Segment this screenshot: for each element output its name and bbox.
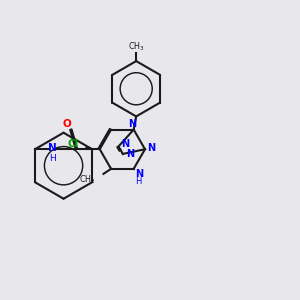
Text: N: N xyxy=(148,142,156,153)
Text: N: N xyxy=(128,119,136,129)
Text: N: N xyxy=(121,139,129,149)
Text: O: O xyxy=(63,119,71,129)
Text: Cl: Cl xyxy=(68,140,79,149)
Text: N: N xyxy=(48,142,57,153)
Text: N: N xyxy=(126,149,134,159)
Text: H: H xyxy=(49,154,56,163)
Text: N: N xyxy=(135,169,143,179)
Text: CH$_3$: CH$_3$ xyxy=(80,174,96,186)
Text: H: H xyxy=(135,177,142,186)
Text: CH$_3$: CH$_3$ xyxy=(128,41,145,53)
